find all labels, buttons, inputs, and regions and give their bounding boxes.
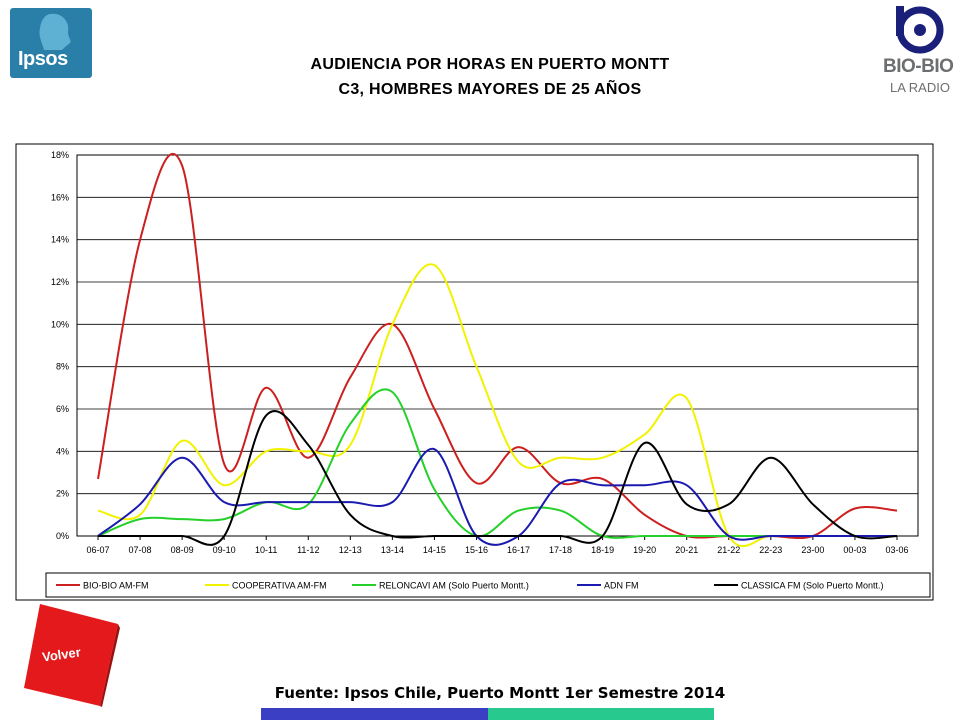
y-tick-label: 10% <box>51 319 69 329</box>
biobio-logo-subtext: LA RADIO <box>890 80 950 95</box>
x-tick-label: 20-21 <box>675 545 698 555</box>
biobio-symbol-icon <box>896 6 944 54</box>
y-tick-label: 18% <box>51 150 69 160</box>
series-line-4 <box>98 410 898 546</box>
x-tick-label: 21-22 <box>717 545 740 555</box>
chart-frame <box>15 143 934 601</box>
chart-title-line1: AUDIENCIA POR HORAS EN PUERTO MONTT <box>310 56 670 73</box>
y-tick-label: 8% <box>56 362 69 372</box>
x-tick-label: 15-16 <box>465 545 488 555</box>
y-tick-label: 0% <box>56 531 69 541</box>
y-tick-label: 2% <box>56 489 69 499</box>
legend-label: RELONCAVI AM (Solo Puerto Montt.) <box>379 581 529 591</box>
volver-shape-icon <box>24 604 120 707</box>
x-tick-label: 17-18 <box>549 545 572 555</box>
chart-title-line2: C3, HOMBRES MAYORES DE 25 AÑOS <box>338 81 642 98</box>
x-tick-label: 09-10 <box>213 545 236 555</box>
x-tick-labels: 06-07 07-08 08-09 09-10 10-11 11-12 12-13 13-14… <box>87 536 908 555</box>
x-tick-label: 23-00 <box>801 545 824 555</box>
y-tick-label: 12% <box>51 277 69 287</box>
footer-bar-blue <box>261 708 488 720</box>
volver-button[interactable]: Volver <box>22 602 122 707</box>
source-note: Fuente: Ipsos Chile, Puerto Montt 1er Se… <box>274 684 726 702</box>
series-line-1 <box>97 263 897 548</box>
footer-bar-green <box>488 708 714 720</box>
y-tick-label: 14% <box>51 235 69 245</box>
legend-label: COOPERATIVA AM-FM <box>232 581 327 591</box>
ipsos-head-icon <box>39 13 71 51</box>
x-tick-label: 22-23 <box>759 545 782 555</box>
series-line-3 <box>97 448 897 546</box>
legend-label: ADN FM <box>604 581 639 591</box>
biobio-logo-text: BIO-BIO <box>883 56 954 77</box>
ipsos-logo: Ipsos <box>10 8 92 78</box>
x-tick-label: 06-07 <box>87 545 110 555</box>
x-tick-label: 16-17 <box>507 545 530 555</box>
y-tick-label: 4% <box>56 446 69 456</box>
chart-series <box>97 152 898 548</box>
x-tick-label: 12-13 <box>339 545 362 555</box>
y-tick-labels: 0% 2% 4% 6% 8% 10% 12% 14% 16% 18% <box>51 150 69 541</box>
x-tick-label: 08-09 <box>171 545 194 555</box>
x-tick-label: 03-06 <box>885 545 908 555</box>
legend-box <box>45 572 931 598</box>
x-tick-label: 13-14 <box>381 545 404 555</box>
x-tick-label: 14-15 <box>423 545 446 555</box>
legend-label: CLASSICA FM (Solo Puerto Montt.) <box>741 581 884 591</box>
x-tick-label: 10-11 <box>255 545 277 555</box>
x-tick-label: 18-19 <box>591 545 614 555</box>
y-tick-label: 6% <box>56 404 69 414</box>
x-tick-label: 11-12 <box>297 545 319 555</box>
chart-legend: BIO-BIO AM-FM COOPERATIVA AM-FM RELONCAVI … <box>56 581 884 591</box>
y-tick-label: 16% <box>51 192 69 202</box>
x-tick-label: 19-20 <box>633 545 656 555</box>
legend-label: BIO-BIO AM-FM <box>83 581 149 591</box>
x-tick-label: 07-08 <box>129 545 152 555</box>
x-tick-label: 00-03 <box>843 545 866 555</box>
biobio-logo: BIO-BIO LA RADIO <box>880 4 954 98</box>
ipsos-logo-text: Ipsos <box>18 48 68 70</box>
